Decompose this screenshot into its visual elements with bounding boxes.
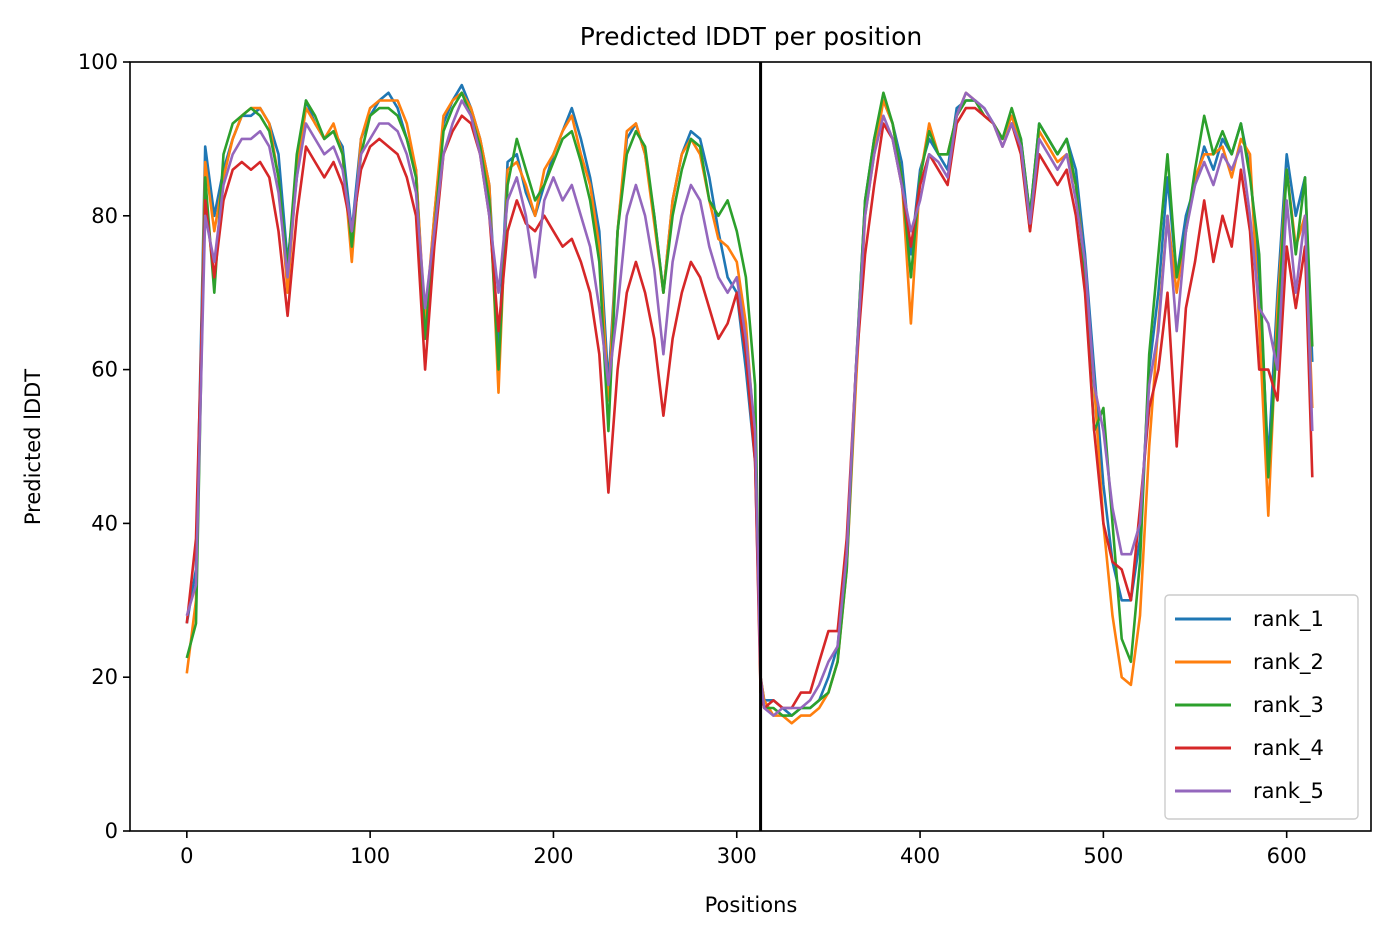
x-tick-label: 100 (350, 844, 390, 868)
legend-label-rank_1: rank_1 (1253, 607, 1324, 632)
chart-title: Predicted lDDT per position (580, 22, 922, 51)
series-line-rank_5 (185, 91, 1314, 717)
y-axis-label: Predicted lDDT (21, 369, 45, 525)
legend: rank_1 rank_2 rank_3 rank_4 rank_5 (1164, 594, 1359, 820)
y-tick-label: 100 (78, 50, 118, 74)
legend-label-rank_3: rank_3 (1253, 693, 1324, 718)
y-tick-label: 60 (91, 358, 118, 382)
legend-box (1164, 594, 1359, 820)
plot-frame (129, 61, 1372, 832)
axes-layer: 0 100 200 300 400 500 600 0 20 40 60 80 100 (78, 50, 1372, 868)
x-tick-label: 300 (717, 844, 757, 868)
legend-label-rank_2: rank_2 (1253, 650, 1324, 675)
x-tick-label: 200 (533, 844, 573, 868)
y-tick-label: 40 (91, 511, 118, 535)
legend-label-rank_4: rank_4 (1253, 736, 1324, 761)
series-layer (185, 62, 1314, 831)
y-tick-label: 0 (105, 819, 118, 843)
legend-label-rank_5: rank_5 (1253, 779, 1324, 804)
x-tick-label: 500 (1083, 844, 1123, 868)
y-tick-label: 20 (91, 665, 118, 689)
x-tick-label: 400 (900, 844, 940, 868)
y-tick-label: 80 (91, 204, 118, 228)
x-axis-label: Positions (705, 893, 798, 917)
x-tick-label: 600 (1267, 844, 1307, 868)
x-tick-label: 0 (180, 844, 193, 868)
series-line-rank_3 (185, 91, 1314, 717)
